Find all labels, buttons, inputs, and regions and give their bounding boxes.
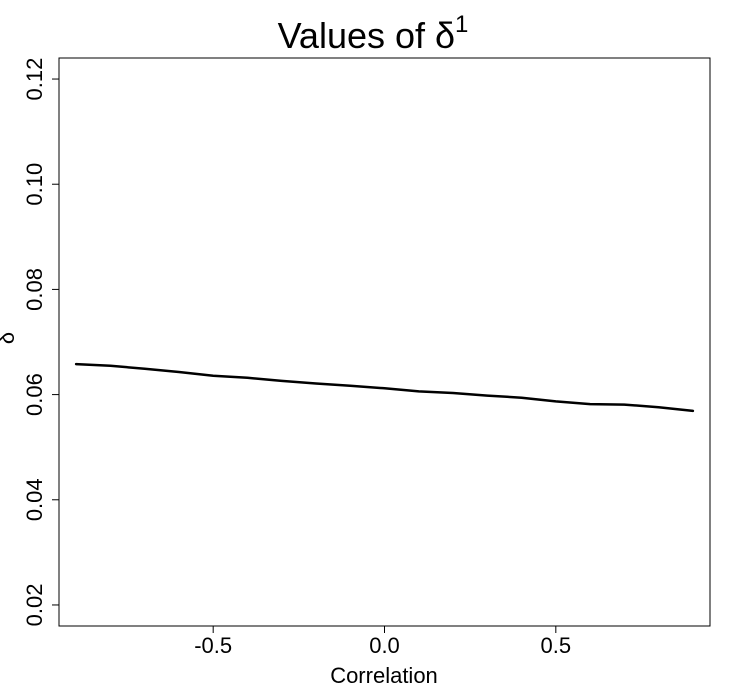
- x-axis-label: Correlation: [330, 663, 438, 688]
- series-layer: [74, 362, 695, 413]
- y-tick-label: 0.02: [22, 584, 47, 627]
- chart-title-superscript: 1: [455, 11, 468, 38]
- x-axis: -0.5 0.0 0.5: [194, 625, 572, 658]
- y-axis-label: δ: [0, 332, 19, 344]
- y-tick-label: 0.10: [22, 163, 47, 206]
- y-axis: 0.02 0.04 0.06 0.08 0.10 0.12: [22, 58, 60, 627]
- y-tick-label: 0.06: [22, 373, 47, 416]
- chart-title-text: Values of δ: [278, 15, 455, 56]
- x-tick-label: 0.5: [541, 633, 572, 658]
- y-tick-label: 0.12: [22, 58, 47, 101]
- y-tick-label: 0.04: [22, 478, 47, 521]
- chart-title: Values of δ1: [278, 11, 469, 56]
- x-tick-label: 0.0: [369, 633, 400, 658]
- series-line: [74, 362, 695, 413]
- y-tick-label: 0.08: [22, 268, 47, 311]
- x-tick-label: -0.5: [194, 633, 232, 658]
- plot-frame: [58, 57, 711, 627]
